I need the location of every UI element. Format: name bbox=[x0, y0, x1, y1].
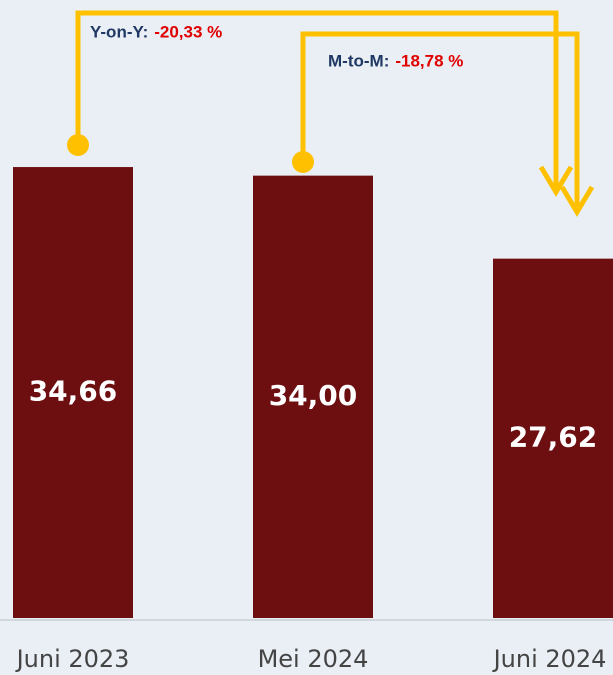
mtm-arrowhead bbox=[559, 185, 595, 217]
annotation-value: -18,78 % bbox=[395, 51, 463, 70]
value-label: 34,00 bbox=[269, 379, 358, 412]
yoy-dot bbox=[67, 134, 89, 156]
mtm-dot bbox=[292, 151, 314, 173]
bar bbox=[13, 167, 133, 618]
bar bbox=[253, 175, 373, 619]
x-tick-label: Juni 2023 bbox=[15, 645, 130, 673]
value-label: 27,62 bbox=[509, 420, 598, 453]
mtm-connector bbox=[300, 31, 580, 212]
annotation-value: -20,33 % bbox=[154, 22, 222, 41]
yoy-connector bbox=[75, 10, 559, 192]
yoy-arrowhead bbox=[538, 165, 574, 197]
annotation-label: Y-on-Y: bbox=[90, 22, 148, 41]
value-label: 34,66 bbox=[29, 375, 118, 408]
x-tick-label: Mei 2024 bbox=[258, 645, 369, 673]
bar bbox=[493, 258, 613, 618]
connectors bbox=[75, 10, 595, 217]
annotation-label: M-to-M: bbox=[328, 51, 389, 70]
x-tick-label: Juni 2024 bbox=[492, 645, 607, 673]
